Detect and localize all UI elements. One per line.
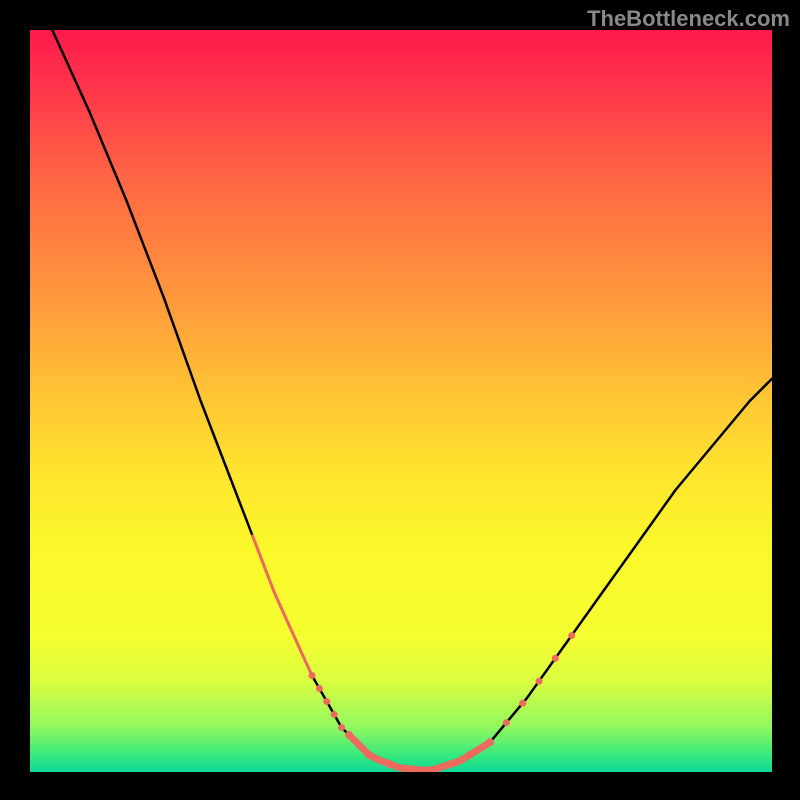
chart-frame: TheBottleneck.com <box>0 0 800 800</box>
watermark-text: TheBottleneck.com <box>587 6 790 32</box>
chart-plot-area <box>30 30 772 772</box>
chart-svg <box>30 30 772 772</box>
highlight-markers <box>253 536 576 772</box>
bottleneck-curve <box>52 30 772 771</box>
